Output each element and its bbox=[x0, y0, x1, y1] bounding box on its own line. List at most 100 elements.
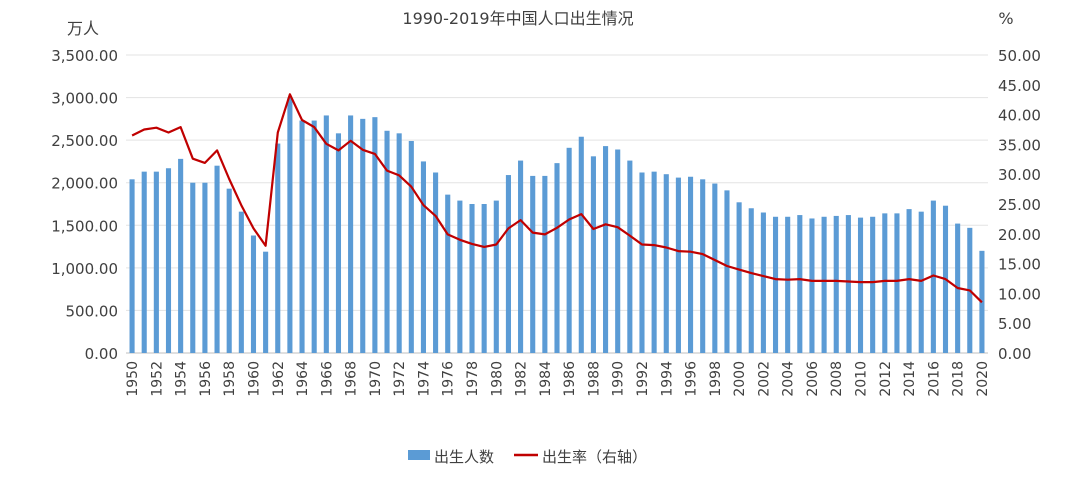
bar-1963 bbox=[287, 97, 293, 353]
bar-2011 bbox=[870, 216, 876, 353]
bar-1969 bbox=[360, 118, 366, 353]
bar-1966 bbox=[323, 115, 329, 353]
x-tick-label: 1998 bbox=[708, 361, 724, 397]
legend-label-line: 出生率（右轴） bbox=[542, 448, 647, 466]
x-tick-label: 1992 bbox=[635, 361, 651, 397]
bar-1972 bbox=[396, 133, 402, 353]
y-axis-right-label: % bbox=[998, 9, 1013, 28]
y-axis-right-ticks: 0.00 5.00 10.00 15.00 20.00 25.00 30.00 35.00 40… bbox=[998, 47, 1041, 363]
bar-1975 bbox=[433, 172, 439, 353]
x-tick-label: 1972 bbox=[392, 361, 408, 397]
bar-series bbox=[129, 97, 985, 353]
bar-1965 bbox=[311, 120, 317, 353]
bar-1959 bbox=[238, 211, 244, 353]
bar-1982 bbox=[518, 160, 524, 353]
y-right-tick-label: 40.00 bbox=[998, 107, 1041, 125]
y-axis-left-label: 万人 bbox=[67, 19, 99, 38]
bar-1997 bbox=[700, 179, 706, 353]
bar-1951 bbox=[141, 171, 147, 353]
birth-rate-line bbox=[131, 93, 983, 304]
bar-2009 bbox=[845, 215, 851, 353]
x-tick-label: 2012 bbox=[878, 361, 894, 397]
bar-2004 bbox=[785, 216, 791, 353]
bar-1988 bbox=[590, 156, 596, 353]
x-tick-label: 1986 bbox=[562, 361, 578, 397]
bar-2016 bbox=[930, 200, 936, 353]
bar-1962 bbox=[275, 143, 281, 353]
x-tick-label: 2006 bbox=[805, 361, 821, 397]
y-right-tick-label: 15.00 bbox=[998, 256, 1041, 274]
bar-1953 bbox=[165, 168, 172, 353]
bar-1991 bbox=[627, 160, 633, 353]
y-left-tick-label: 1,500.00 bbox=[51, 217, 118, 235]
y-left-tick-label: 0.00 bbox=[85, 345, 118, 363]
bar-2015 bbox=[918, 211, 924, 353]
x-tick-label: 1982 bbox=[514, 361, 530, 397]
x-tick-label: 1970 bbox=[368, 361, 384, 397]
bar-1992 bbox=[639, 172, 645, 353]
y-right-tick-label: 20.00 bbox=[998, 226, 1041, 244]
bar-1955 bbox=[190, 182, 196, 353]
bar-1999 bbox=[724, 190, 730, 353]
bar-1967 bbox=[335, 133, 342, 353]
bar-1964 bbox=[299, 120, 305, 353]
bar-1958 bbox=[226, 188, 232, 353]
y-right-tick-label: 10.00 bbox=[998, 285, 1041, 303]
x-tick-label: 1980 bbox=[489, 361, 505, 397]
x-tick-label: 1978 bbox=[465, 361, 481, 397]
x-tick-label: 2020 bbox=[975, 361, 991, 397]
bar-1995 bbox=[675, 177, 681, 353]
x-tick-label: 1966 bbox=[319, 361, 335, 397]
y-right-tick-label: 35.00 bbox=[998, 136, 1041, 154]
x-tick-label: 2018 bbox=[951, 361, 967, 397]
x-tick-label: 1954 bbox=[174, 361, 190, 397]
bar-1978 bbox=[469, 204, 475, 353]
y-right-tick-label: 30.00 bbox=[998, 166, 1041, 184]
bar-1983 bbox=[530, 175, 536, 353]
bar-2008 bbox=[833, 215, 839, 353]
bar-1973 bbox=[408, 140, 414, 353]
y-left-tick-label: 3,000.00 bbox=[51, 90, 118, 108]
x-tick-label: 2008 bbox=[829, 361, 845, 397]
bar-1961 bbox=[263, 251, 269, 353]
chart-title: 1990-2019年中国人口出生情况 bbox=[402, 9, 633, 28]
bar-2003 bbox=[772, 216, 779, 353]
bar-1954 bbox=[178, 158, 184, 353]
x-tick-label: 1950 bbox=[125, 361, 141, 397]
y-left-tick-label: 500.00 bbox=[66, 302, 119, 320]
bar-2007 bbox=[821, 216, 827, 353]
x-tick-label: 1968 bbox=[344, 361, 360, 397]
x-tick-label: 2010 bbox=[854, 361, 870, 397]
bar-1977 bbox=[457, 200, 463, 353]
legend: 出生人数 出生率（右轴） bbox=[408, 448, 647, 466]
bar-1996 bbox=[687, 176, 694, 353]
y-right-tick-label: 0.00 bbox=[998, 345, 1031, 363]
bar-1957 bbox=[214, 165, 220, 353]
bar-2006 bbox=[809, 218, 815, 353]
x-tick-label: 1962 bbox=[271, 361, 287, 397]
bar-2010 bbox=[857, 217, 864, 353]
bar-2000 bbox=[736, 202, 742, 353]
x-tick-label: 1960 bbox=[247, 361, 263, 397]
bar-2012 bbox=[882, 213, 888, 353]
bar-1985 bbox=[554, 163, 560, 353]
bar-2005 bbox=[797, 215, 803, 353]
legend-label-bar: 出生人数 bbox=[434, 448, 494, 466]
bar-1993 bbox=[651, 171, 657, 353]
bar-1980 bbox=[493, 200, 499, 353]
x-tick-label: 1958 bbox=[222, 361, 238, 397]
x-tick-label: 1976 bbox=[441, 361, 457, 397]
bar-1986 bbox=[566, 147, 572, 353]
y-left-tick-label: 2,000.00 bbox=[51, 175, 118, 193]
bar-1974 bbox=[420, 161, 427, 353]
x-tick-label: 1990 bbox=[611, 361, 627, 397]
x-tick-label: 2004 bbox=[781, 361, 797, 397]
y-left-tick-label: 1,000.00 bbox=[51, 260, 118, 278]
x-tick-label: 1956 bbox=[198, 361, 214, 397]
bar-1984 bbox=[542, 175, 548, 353]
y-right-tick-label: 45.00 bbox=[998, 77, 1041, 95]
x-tick-label: 1974 bbox=[417, 361, 433, 397]
bar-1987 bbox=[578, 136, 584, 353]
x-axis-ticks: 1950 1952 1954 1956 1958 1960 1962 1964 1966 1968… bbox=[125, 361, 991, 397]
